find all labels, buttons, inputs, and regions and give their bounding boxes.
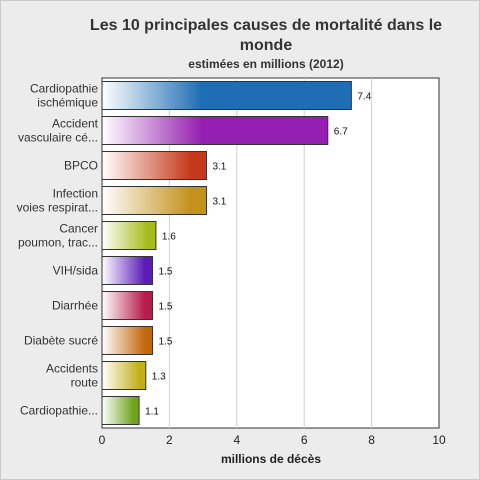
bars: [101, 81, 352, 425]
bar-value-label: 1.1: [145, 407, 159, 418]
bar[interactable]: [101, 116, 329, 145]
x-axis-ticks: 0 2 4 6 8 10: [99, 433, 446, 447]
bar[interactable]: [101, 256, 154, 285]
bar[interactable]: [101, 221, 157, 250]
category-label: Diarrhée: [52, 299, 98, 313]
category-label: VIH/sida: [53, 264, 99, 278]
bar-value-label: 1.5: [159, 267, 173, 278]
chart-title-line-1: Les 10 principales causes de mortalité d…: [90, 17, 442, 34]
bar[interactable]: [101, 326, 154, 355]
value-labels: 7.4 6.7 3.1 3.1 1.6 1.5 1.5 1.5 1.3 1.1: [145, 92, 372, 418]
bar-value-label: 1.3: [152, 372, 166, 383]
bar-value-label: 1.6: [162, 232, 176, 243]
bar[interactable]: [101, 396, 140, 425]
category-label: Infection voies respirat...: [17, 187, 98, 215]
bar[interactable]: [101, 81, 352, 110]
x-axis-title: millions de décès: [221, 452, 321, 466]
bar-value-label: 7.4: [357, 92, 371, 103]
bar-value-label: 1.5: [159, 302, 173, 313]
bar[interactable]: [101, 151, 207, 180]
x-tick-label: 6: [301, 433, 308, 447]
bar-value-label: 3.1: [212, 162, 226, 173]
category-label: Accidents route: [46, 362, 98, 390]
chart-title-line-2: monde: [240, 37, 293, 54]
bar-value-label: 6.7: [334, 127, 348, 138]
category-label: BPCO: [64, 159, 98, 173]
x-tick-label: 10: [432, 433, 446, 447]
x-tick-label: 8: [368, 433, 375, 447]
category-label: Cardiopathie ischémique: [30, 82, 98, 110]
bar[interactable]: [101, 361, 147, 390]
bar[interactable]: [101, 291, 154, 320]
bar[interactable]: [101, 186, 207, 215]
category-label: Cardiopathie...: [20, 404, 98, 418]
chart-subtitle: estimées en millions (2012): [188, 57, 343, 71]
category-label: Diabète sucré: [24, 334, 98, 348]
category-label: Accident vasculaire cé...: [18, 117, 99, 145]
x-tick-label: 4: [233, 433, 240, 447]
category-labels: Cardiopathie ischémique Accident vasculaire…: [17, 82, 99, 418]
x-tick-label: 2: [166, 433, 173, 447]
bar-value-label: 3.1: [212, 197, 226, 208]
category-label: Cancer poumon, trac...: [18, 222, 98, 250]
bar-value-label: 1.5: [159, 337, 173, 348]
x-tick-label: 0: [99, 433, 106, 447]
